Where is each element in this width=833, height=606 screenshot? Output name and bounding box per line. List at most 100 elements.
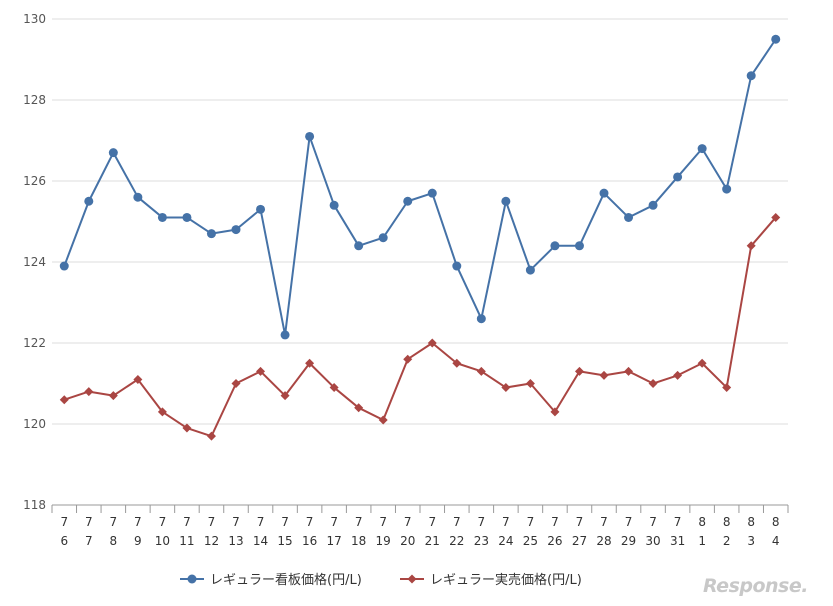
x-tick-label-month: 8 — [772, 515, 780, 529]
watermark-text: Response. — [703, 575, 808, 597]
data-point — [452, 358, 462, 368]
data-point — [108, 391, 118, 401]
data-point — [231, 225, 241, 235]
data-point — [501, 383, 511, 393]
x-tick-label-month: 7 — [134, 515, 142, 529]
data-point — [280, 330, 290, 340]
data-point — [133, 192, 143, 202]
x-tick-label-day: 13 — [228, 534, 243, 548]
legend-item-1: レギュラー看板価格(円/L) — [180, 572, 362, 588]
data-point — [550, 241, 560, 251]
data-point — [133, 374, 143, 384]
data-point — [673, 370, 683, 380]
legend-item-2: レギュラー実売価格(円/L) — [400, 572, 582, 588]
x-tick-label-month: 8 — [747, 515, 755, 529]
data-point — [746, 241, 756, 251]
data-point — [378, 415, 388, 425]
x-tick-label-month: 7 — [453, 515, 461, 529]
x-tick-label-day: 19 — [376, 534, 391, 548]
x-tick-label-day: 14 — [253, 534, 268, 548]
data-point — [476, 314, 486, 324]
data-point — [305, 131, 315, 141]
x-tick-label-day: 29 — [621, 534, 636, 548]
data-point — [574, 366, 584, 376]
x-tick-label-month: 7 — [85, 515, 93, 529]
x-tick-label-day: 11 — [179, 534, 194, 548]
x-tick-label-month: 7 — [208, 515, 216, 529]
y-tick-label: 124 — [23, 255, 46, 269]
x-tick-label-month: 7 — [110, 515, 118, 529]
x-tick-label-day: 28 — [596, 534, 611, 548]
data-point — [427, 188, 437, 198]
x-tick-label-day: 12 — [204, 534, 219, 548]
x-tick-label-month: 7 — [60, 515, 68, 529]
data-point — [722, 383, 732, 393]
data-point — [59, 261, 69, 271]
y-axis-ticks: 118 120 122 124 126 128 130 — [23, 12, 46, 512]
x-tick-label-day: 30 — [645, 534, 660, 548]
data-point — [157, 212, 167, 222]
series-line — [63, 38, 777, 336]
data-point — [280, 391, 290, 401]
data-point — [648, 379, 658, 388]
data-point — [182, 212, 192, 222]
x-tick-label-month: 7 — [625, 515, 633, 529]
x-tick-label-month: 7 — [379, 515, 387, 529]
x-tick-label-month: 7 — [478, 515, 486, 529]
data-point — [476, 366, 486, 376]
x-tick-label-day: 23 — [474, 534, 489, 548]
x-tick-label-day: 16 — [302, 534, 317, 548]
data-point — [329, 383, 339, 393]
y-tick-label: 128 — [23, 93, 46, 107]
data-point — [501, 196, 511, 206]
y-tick-label: 126 — [23, 174, 46, 188]
data-point — [59, 395, 69, 405]
data-point — [182, 423, 192, 433]
data-point — [771, 34, 781, 44]
data-point — [108, 148, 118, 158]
x-tick-label-day: 31 — [670, 534, 685, 548]
x-tick-label-month: 8 — [698, 515, 706, 529]
series-1 — [59, 34, 781, 340]
data-point — [525, 265, 535, 275]
data-point — [206, 431, 216, 441]
x-tick-label-month: 7 — [404, 515, 412, 529]
y-tick-label: 122 — [23, 336, 46, 350]
data-point — [722, 184, 732, 194]
data-point — [354, 403, 364, 413]
x-tick-label-day: 26 — [547, 534, 562, 548]
x-tick-label-month: 7 — [330, 515, 338, 529]
data-point — [157, 407, 167, 417]
x-tick-label-month: 7 — [257, 515, 265, 529]
x-tick-label-day: 15 — [277, 534, 292, 548]
data-point — [599, 370, 609, 380]
legend-label: レギュラー実売価格(円/L) — [430, 572, 582, 588]
y-tick-label: 130 — [23, 12, 46, 26]
data-point — [452, 261, 462, 271]
x-tick-label-day: 20 — [400, 534, 415, 548]
data-point — [746, 71, 756, 81]
x-tick-label-month: 7 — [576, 515, 584, 529]
x-tick-label-day: 24 — [498, 534, 513, 548]
data-point — [378, 233, 388, 243]
data-point — [624, 366, 634, 376]
x-tick-label-day: 2 — [723, 534, 731, 548]
legend-label: レギュラー看板価格(円/L) — [210, 572, 362, 588]
x-tick-label-day: 6 — [60, 534, 68, 548]
data-point — [525, 379, 535, 388]
data-point — [84, 387, 94, 397]
x-tick-label-month: 7 — [527, 515, 535, 529]
x-tick-label-month: 7 — [674, 515, 682, 529]
data-point — [84, 196, 94, 206]
data-point — [206, 229, 216, 239]
data-point — [256, 366, 266, 376]
data-point — [599, 188, 609, 198]
data-point — [403, 354, 413, 364]
x-tick-label-day: 7 — [85, 534, 93, 548]
data-point — [329, 200, 339, 210]
x-tick-label-day: 22 — [449, 534, 464, 548]
x-tick-label-month: 7 — [159, 515, 167, 529]
data-point — [305, 358, 315, 368]
data-point — [550, 407, 560, 417]
